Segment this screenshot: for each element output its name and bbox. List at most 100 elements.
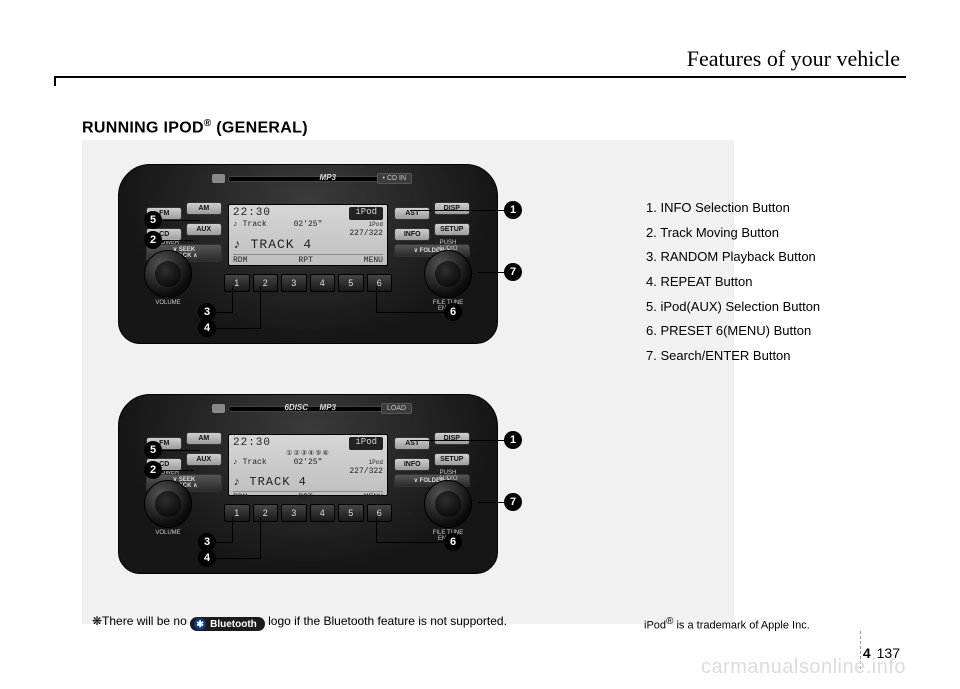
- preset-row: 1 2 3 4 5 6: [224, 504, 392, 522]
- lead-line: [260, 286, 261, 328]
- preset-button: 1: [224, 274, 250, 292]
- preset-button: 5: [338, 504, 364, 522]
- preset-button: 1: [224, 504, 250, 522]
- mp3-badge: MP3: [320, 173, 336, 182]
- lead-line: [214, 312, 233, 313]
- preset-button: 3: [281, 274, 307, 292]
- preset-button: 4: [310, 274, 336, 292]
- bluetooth-icon: ✱: [194, 618, 206, 630]
- knob-left-bot-label: VOLUME: [142, 530, 194, 536]
- lead-line: [160, 240, 194, 241]
- callout-2: 2: [144, 461, 162, 479]
- section-title-post: (GENERAL): [212, 119, 308, 136]
- callout-4: 4: [198, 549, 216, 567]
- aux-button: AUX: [186, 223, 222, 236]
- screen-clock: 22:30: [233, 437, 271, 450]
- legend-item: 5. iPod(AUX) Selection Button: [646, 295, 820, 320]
- disp-button: DISP: [434, 202, 470, 215]
- legend-item: 4. REPEAT Button: [646, 270, 820, 295]
- lead-line: [376, 516, 377, 542]
- disp-button: DISP: [434, 432, 470, 445]
- screen-disc-row: ①②③④⑤⑥: [233, 450, 383, 458]
- ast-button: AST: [394, 437, 430, 450]
- section-title-sup: ®: [204, 118, 212, 129]
- footnote-post: logo if the Bluetooth feature is not sup…: [268, 614, 507, 628]
- preset-button: 6: [367, 274, 393, 292]
- preset-button: 4: [310, 504, 336, 522]
- cd-slot: [228, 176, 388, 182]
- trademark-note: iPod® is a trademark of Apple Inc.: [644, 616, 810, 632]
- bluetooth-logo: ✱ Bluetooth: [190, 617, 265, 631]
- screen-mode: iPod: [349, 437, 383, 450]
- lead-line: [214, 558, 261, 559]
- callout-4: 4: [198, 319, 216, 337]
- screen-mode: iPod: [349, 207, 383, 220]
- preset-button: 5: [338, 274, 364, 292]
- am-button: AM: [186, 432, 222, 445]
- lead-line: [214, 542, 233, 543]
- eject-button: [212, 404, 225, 413]
- lead-line: [232, 286, 233, 312]
- cd-in-label: • CD IN: [377, 173, 412, 184]
- callout-5: 5: [144, 211, 162, 229]
- legend-item: 3. RANDOM Playback Button: [646, 245, 820, 270]
- lead-line: [232, 516, 233, 542]
- legend-list: 1. INFO Selection Button 2. Track Moving…: [646, 196, 820, 369]
- legend-item: 1. INFO Selection Button: [646, 196, 820, 221]
- callout-1: 1: [504, 201, 522, 219]
- header-rule: [54, 76, 906, 78]
- tune-knob: [424, 250, 472, 298]
- screen-track-num: 4: [299, 475, 307, 489]
- radio-unit-2: 6DISC MP3 LOAD FMAM CDAUX ∨ SEEKTRACK ∧ …: [118, 394, 498, 574]
- lead-line: [410, 210, 506, 211]
- radio-screen: 22:30iPod ♪ Track02'25"iPod227/322 ♪ TRA…: [228, 204, 388, 266]
- lead-line: [260, 516, 261, 558]
- callout-6: 6: [444, 303, 462, 321]
- screen-track-pre: ♪ TRACK: [233, 475, 299, 489]
- screen-track-label: Track: [243, 458, 267, 467]
- callout-2: 2: [144, 231, 162, 249]
- screen-rdm: RDM: [233, 493, 247, 502]
- footnote-pre: ❋There will be no: [92, 614, 190, 628]
- screen-rdm: RDM: [233, 256, 247, 265]
- volume-knob: [144, 480, 192, 528]
- screen-ipod-small: iPod: [369, 459, 383, 466]
- lead-line: [160, 220, 200, 221]
- screen-track-label: Track: [243, 220, 267, 229]
- preset-button: 6: [367, 504, 393, 522]
- screen-clock: 22:30: [233, 207, 271, 220]
- screen-menu: MENU: [364, 256, 383, 265]
- bluetooth-label: Bluetooth: [210, 619, 257, 630]
- radio-screen: 22:30iPod ①②③④⑤⑥ ♪ Track02'25"iPod227/32…: [228, 434, 388, 496]
- preset-button: 2: [253, 504, 279, 522]
- callout-7: 7: [504, 263, 522, 281]
- cd-slot: [228, 406, 388, 412]
- screen-elapsed: 02'25": [294, 458, 323, 476]
- knob-left-bot-label: VOLUME: [142, 300, 194, 306]
- callout-5: 5: [144, 441, 162, 459]
- load-button: LOAD: [381, 403, 412, 414]
- screen-counter: 227/322: [349, 467, 383, 476]
- legend-item: 7. Search/ENTER Button: [646, 344, 820, 369]
- sixdisc-badge: 6DISC: [284, 403, 308, 412]
- eject-button: [212, 174, 225, 183]
- preset-row: 1 2 3 4 5 6: [224, 274, 392, 292]
- watermark: carmanualsonline.info: [701, 656, 906, 679]
- section-title: RUNNING IPOD® (GENERAL): [82, 118, 308, 137]
- screen-track-pre: ♪ TRACK: [233, 237, 303, 252]
- legend-item: 6. PRESET 6(MENU) Button: [646, 319, 820, 344]
- lead-line: [410, 440, 506, 441]
- legend-item: 2. Track Moving Button: [646, 221, 820, 246]
- aux-button: AUX: [186, 453, 222, 466]
- radio-unit-1: MP3 • CD IN FMAM CDAUX ∨ SEEKTRACK ∧ AST…: [118, 164, 498, 344]
- am-button: AM: [186, 202, 222, 215]
- trademark-post: is a trademark of Apple Inc.: [673, 620, 809, 632]
- ast-button: AST: [394, 207, 430, 220]
- preset-button: 3: [281, 504, 307, 522]
- lead-line: [160, 470, 194, 471]
- mp3-badge: MP3: [320, 403, 336, 412]
- screen-track-big: ♪ TRACK 4: [233, 476, 383, 490]
- lead-line: [376, 286, 377, 312]
- screen-menu: MENU: [364, 493, 383, 502]
- lead-line: [214, 328, 261, 329]
